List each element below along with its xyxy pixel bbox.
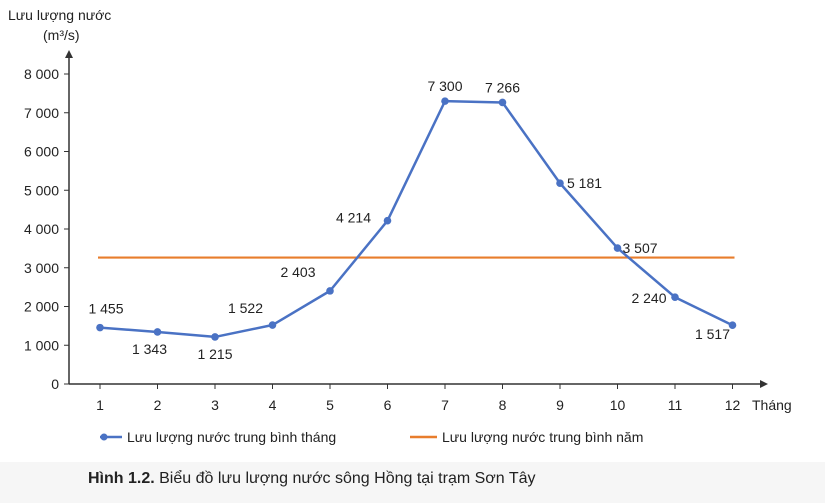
x-tick-label: 9 — [556, 397, 564, 413]
y-tick-label: 4 000 — [24, 221, 59, 237]
data-label: 7 266 — [485, 79, 520, 95]
monthly-flow-point — [383, 216, 392, 225]
x-tick-label: 12 — [725, 397, 741, 413]
data-label: 5 181 — [567, 175, 602, 191]
y-axis-arrow — [65, 50, 73, 58]
x-tick-label: 6 — [384, 397, 392, 413]
y-tick-label: 7 000 — [24, 105, 59, 121]
legend-monthly-label: Lưu lượng nước trung bình tháng — [127, 429, 336, 445]
y-tick-label: 2 000 — [24, 299, 59, 315]
monthly-flow-point — [441, 97, 449, 105]
legend: Lưu lượng nước trung bình tháng Lưu lượn… — [100, 429, 643, 445]
x-tick-label: 5 — [326, 397, 334, 413]
x-tick-label: 4 — [269, 397, 277, 413]
y-tick-label: 5 000 — [24, 182, 59, 198]
y-axis-title-line1: Lưu lượng nước — [8, 7, 111, 23]
monthly-flow-point — [153, 328, 162, 336]
x-tick-label: 1 — [96, 397, 104, 413]
y-tick-label: 6 000 — [24, 144, 59, 160]
y-tick-label: 0 — [51, 376, 59, 392]
data-label: 2 240 — [631, 290, 666, 306]
legend-monthly-marker — [100, 433, 108, 441]
data-label: 1 522 — [228, 300, 263, 316]
monthly-flow-line — [99, 99, 734, 339]
caption-band — [0, 462, 825, 503]
monthly-flow-point — [211, 333, 219, 341]
legend-annual-label: Lưu lượng nước trung bình năm — [442, 429, 643, 445]
x-tick-label: 8 — [499, 397, 507, 413]
data-label: 2 403 — [280, 264, 315, 280]
monthly-flow-points — [96, 97, 737, 341]
data-label: 7 300 — [427, 78, 462, 94]
data-label: 4 214 — [336, 210, 371, 226]
caption-text: Biểu đồ lưu lượng nước sông Hồng tại trạ… — [154, 470, 536, 487]
monthly-flow-point — [613, 244, 622, 252]
x-tick-label: 10 — [610, 397, 626, 413]
data-label: 1 215 — [197, 346, 232, 362]
x-axis-ticks: 1 2 3 4 5 6 7 8 9 10 11 12 — [96, 384, 740, 413]
y-axis-title-line2: (m³/s) — [43, 27, 80, 43]
x-tick-label: 2 — [154, 397, 162, 413]
x-axis-arrow — [760, 380, 768, 388]
caption-prefix: Hình 1.2. — [88, 470, 155, 487]
y-tick-label: 3 000 — [24, 260, 59, 276]
data-label: 1 517 — [695, 326, 730, 342]
y-tick-label: 1 000 — [24, 337, 59, 353]
data-label: 1 455 — [88, 301, 123, 317]
monthly-flow-data-labels: 1 455 1 343 1 215 1 522 2 403 4 214 7 300 7 266… — [88, 78, 730, 362]
x-tick-label: 7 — [441, 397, 449, 413]
monthly-flow-point — [96, 323, 104, 332]
monthly-flow-point — [671, 293, 679, 302]
x-tick-label: 11 — [668, 397, 683, 413]
x-axis-title: Tháng — [752, 397, 792, 413]
monthly-flow-point — [326, 287, 334, 295]
y-axis-ticks: 0 1 000 2 000 3 000 4 000 5 000 6 000 7 000 8 00… — [24, 66, 69, 392]
monthly-flow-point — [268, 321, 277, 329]
monthly-flow-point — [498, 98, 507, 107]
monthly-flow-point — [728, 321, 737, 330]
data-label: 1 343 — [132, 341, 167, 357]
figure-caption: Hình 1.2. Biểu đồ lưu lượng nước sông Hồ… — [88, 470, 536, 488]
monthly-flow-point — [556, 179, 564, 188]
data-label: 3 507 — [623, 240, 658, 256]
x-tick-label: 3 — [211, 397, 219, 413]
y-tick-label: 8 000 — [24, 66, 59, 82]
